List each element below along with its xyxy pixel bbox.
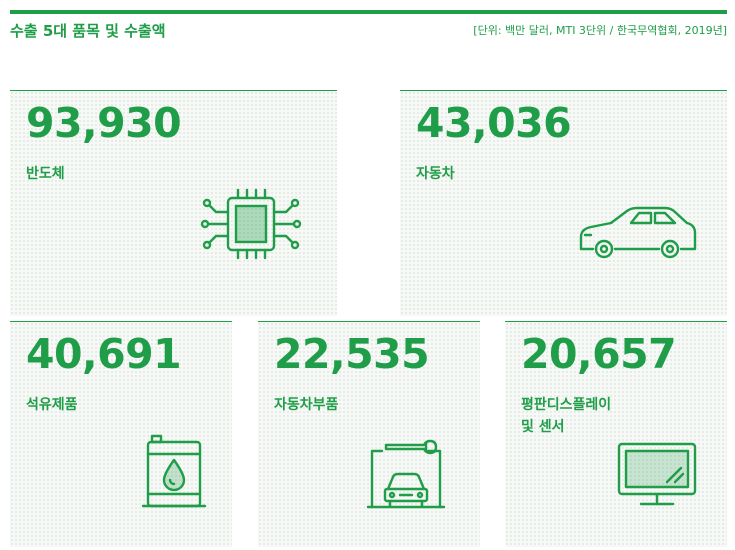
car-repair-wrench-icon: [366, 437, 446, 512]
label-semiconductor: 반도체: [26, 166, 65, 182]
semiconductor-chip-icon: [200, 186, 310, 266]
label-auto-parts: 자동차부품: [274, 397, 339, 413]
source-note: [단위: 백만 달러, MTI 3단위 / 한국무역협회, 2019년]: [473, 24, 727, 37]
oil-barrel-icon: [140, 432, 210, 512]
card-semiconductor: 93,930 반도체: [10, 90, 337, 316]
label-car: 자동차: [416, 166, 455, 182]
label-display: 평판디스플레이 및 센서: [521, 397, 612, 435]
page-title: 수출 5대 품목 및 수출액: [10, 22, 166, 40]
card-auto-parts: 22,535 자동차부품: [258, 321, 480, 547]
flat-display-icon: [615, 440, 700, 510]
value-semiconductor: 93,930: [26, 99, 182, 147]
value-car: 43,036: [416, 99, 572, 147]
card-car: 43,036 자동차: [400, 90, 727, 316]
label-petroleum: 석유제품: [26, 397, 78, 413]
value-display: 20,657: [521, 330, 677, 378]
card-display: 20,657 평판디스플레이 및 센서: [505, 321, 727, 547]
car-icon: [575, 201, 700, 261]
value-auto-parts: 22,535: [274, 330, 430, 378]
card-petroleum: 40,691 석유제품: [10, 321, 232, 547]
top-rule: [10, 10, 727, 14]
value-petroleum: 40,691: [26, 330, 182, 378]
